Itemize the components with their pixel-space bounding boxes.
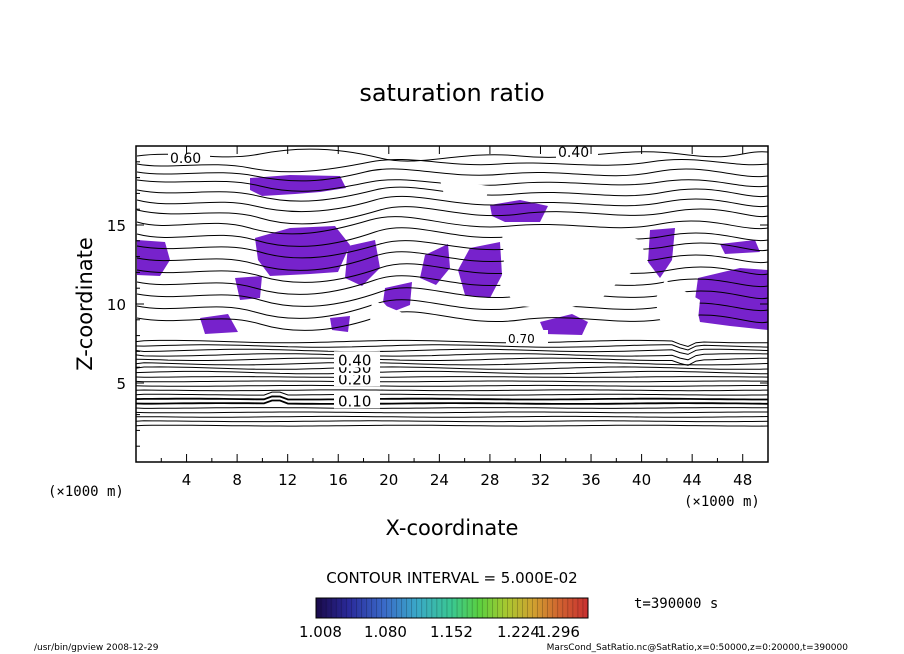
supersat-region (235, 276, 262, 300)
contour-line (135, 391, 769, 396)
contour-label: 0.70 (508, 332, 535, 346)
x-tick-label: 32 (531, 471, 550, 489)
x-unit-label-right: (×1000 m) (684, 494, 760, 510)
contour-label-bg (334, 392, 380, 409)
x-tick-label: 44 (683, 471, 702, 489)
contour-label: 0.40 (338, 351, 371, 369)
colorbar-stripes (315, 598, 589, 618)
contour-line (135, 415, 769, 418)
contour-line (135, 384, 769, 387)
x-tick-label: 20 (379, 471, 398, 489)
x-tick-label: 16 (329, 471, 348, 489)
colorbar-tick-label: 1.224 (497, 623, 540, 641)
clear-regions (370, 180, 700, 332)
x-unit-label-left: (×1000 m) (48, 484, 124, 500)
lower-contours (135, 339, 769, 427)
contour-line (135, 420, 769, 423)
supersat-region (200, 314, 238, 334)
y-tick-label: 5 (116, 375, 126, 393)
y-axis-title: Z-coordinate (73, 237, 97, 371)
contour-line (135, 339, 769, 348)
x-tick-label: 48 (733, 471, 752, 489)
x-tick-label: 28 (480, 471, 499, 489)
x-tick-label: 12 (278, 471, 297, 489)
supersat-region (490, 200, 548, 222)
time-label: t=390000 s (634, 596, 718, 612)
footer-left: /usr/bin/gpview 2008-12-29 (34, 643, 159, 653)
supersat-region (255, 226, 350, 276)
contour-label: 0.40 (558, 145, 589, 161)
contour-line (135, 424, 769, 427)
contour-label: 0.60 (170, 151, 201, 167)
contour-line (135, 348, 769, 355)
lower-contour-labels: 0.100.200.300.40 (334, 351, 380, 410)
contour-line (135, 353, 769, 361)
supersat-region (695, 268, 768, 330)
contour-line (135, 389, 769, 392)
supersat-region (458, 242, 502, 298)
contour-label: 0.10 (338, 392, 371, 410)
supersat-region (648, 228, 675, 278)
contour-line (135, 395, 768, 401)
contour-interval: CONTOUR INTERVAL = 5.000E-02 (326, 569, 577, 587)
y-tick-label: 10 (107, 296, 126, 314)
colorbar (315, 597, 589, 619)
contour-line (135, 370, 768, 375)
supersat-region (330, 316, 350, 332)
contour-line (135, 399, 769, 405)
contour-line (135, 376, 769, 378)
footer-right: MarsCond_SatRatio.nc@SatRatio,x=0:50000,… (547, 643, 849, 653)
x-axis-title: X-coordinate (386, 516, 519, 540)
contour-line (135, 344, 769, 351)
supersat-region (540, 314, 588, 335)
x-tick-label: 8 (232, 471, 242, 489)
colorbar-tick-label: 1.080 (364, 623, 407, 641)
contour-line (135, 357, 769, 366)
y-tick-label: 15 (107, 217, 126, 235)
x-tick-label: 24 (430, 471, 449, 489)
contour-line (135, 407, 769, 409)
y-axis: 5 10 15 (107, 161, 768, 447)
colorbar-tick-label: 1.152 (430, 623, 473, 641)
x-axis: 4 8 12 16 20 24 28 32 36 40 44 48 (160, 146, 752, 489)
contour-line (135, 366, 769, 370)
contour-line (135, 362, 769, 366)
contour-line (135, 411, 768, 414)
x-tick-label: 36 (581, 471, 600, 489)
contour-label-bg (334, 351, 380, 368)
colorbar-tick-label: 1.296 (537, 623, 580, 641)
chart-title: saturation ratio (359, 79, 544, 107)
contour-line (135, 380, 769, 383)
colorbar-tick-label: 1.008 (299, 623, 342, 641)
x-tick-label: 40 (632, 471, 651, 489)
x-tick-label: 4 (182, 471, 192, 489)
